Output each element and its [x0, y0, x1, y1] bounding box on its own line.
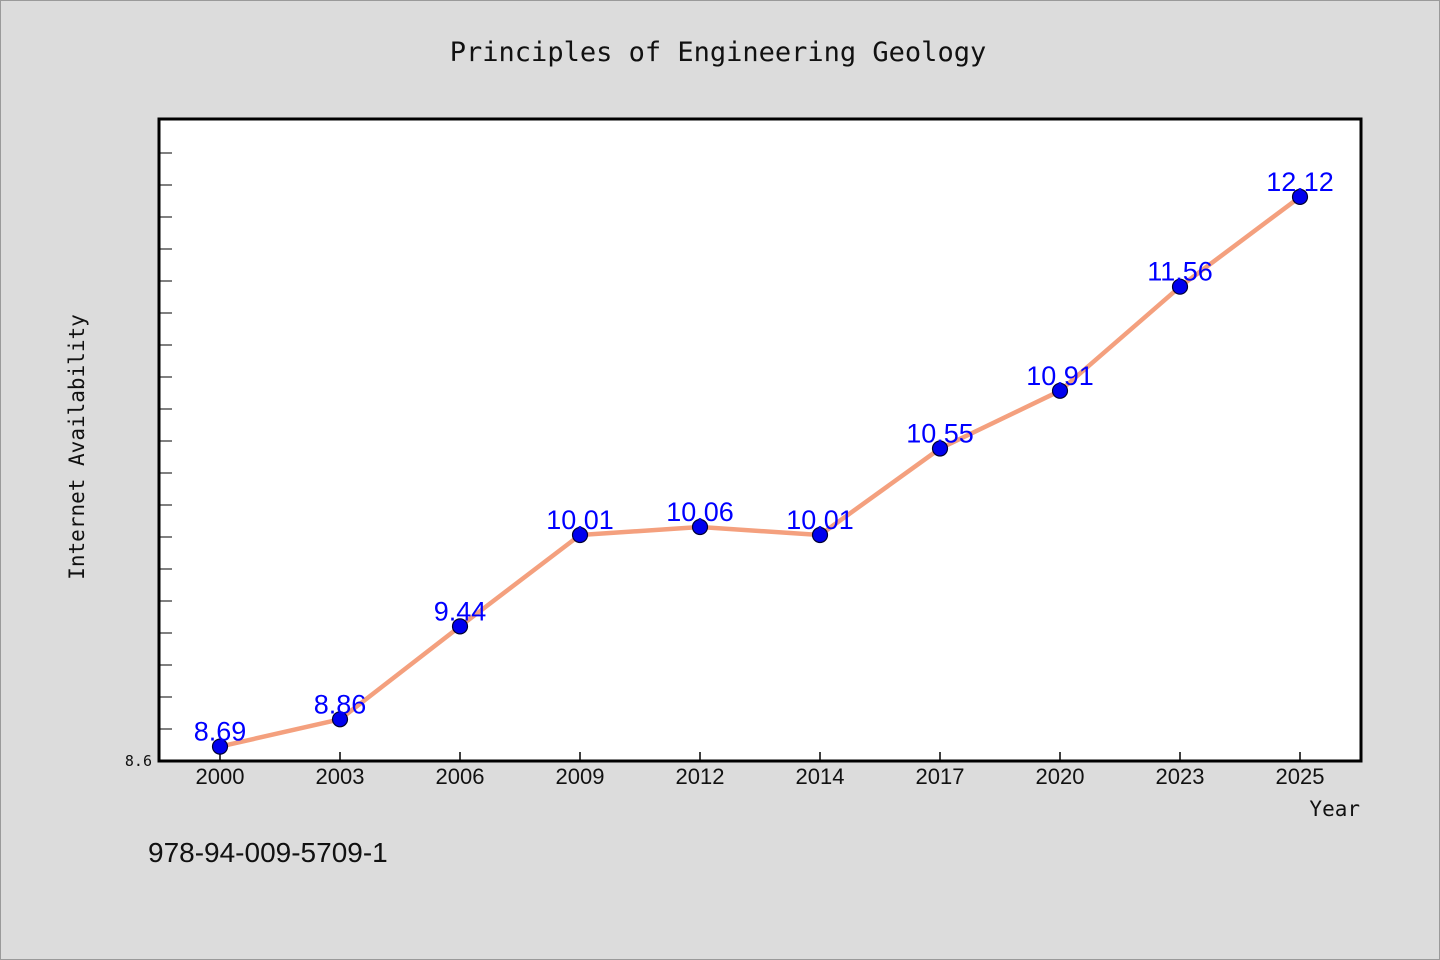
data-label: 12.12: [1266, 167, 1334, 197]
x-tick-label: 2023: [1156, 764, 1205, 789]
x-tick-label: 2012: [676, 764, 725, 789]
x-tick-label: 2020: [1036, 764, 1085, 789]
data-point: [1171, 278, 1189, 295]
x-axis-label: Year: [1309, 797, 1360, 821]
x-axis-ticks: [219, 752, 1301, 761]
x-tick-label: 2009: [556, 764, 605, 789]
data-point: [1051, 382, 1069, 399]
data-labels: 8.69 8.86 9.44 10.01 10.06 10.01 10.55 10.91 11.…: [194, 167, 1334, 747]
x-tick-label: 2014: [796, 764, 845, 789]
series-line-group: [217, 194, 1303, 749]
x-tick-label: 2006: [436, 764, 485, 789]
data-label: 10.55: [906, 419, 974, 449]
plot-area: [157, 117, 1363, 763]
y-axis-label: Internet Availability: [65, 314, 89, 580]
data-label: 9.44: [434, 596, 487, 626]
data-label: 10.06: [666, 497, 734, 527]
data-markers: [211, 188, 1309, 755]
data-point: [691, 518, 709, 536]
data-point: [331, 711, 349, 728]
y-axis-ticks: [159, 152, 172, 730]
data-point: [1291, 188, 1309, 205]
data-label: 8.86: [314, 689, 367, 719]
x-tick-labels: 2000 2003 2006 2009 2012 2014 2017 2020 2023 2025: [196, 764, 1325, 789]
data-point: [571, 526, 589, 544]
x-tick-label: 2003: [316, 764, 365, 789]
data-label: 10.01: [546, 505, 614, 535]
isbn-text: 978-94-009-5709-1: [148, 837, 388, 868]
data-point: [811, 526, 829, 544]
x-tick-label: 2017: [916, 764, 965, 789]
x-tick-label: 2000: [196, 764, 245, 789]
data-label: 8.69: [194, 717, 247, 747]
data-label: 10.01: [786, 505, 854, 535]
data-point: [451, 618, 469, 635]
series-line: [217, 194, 1303, 749]
x-tick-label: 2025: [1276, 764, 1325, 789]
data-point: [211, 738, 229, 755]
y-tick-label: 8.6: [125, 752, 152, 770]
chart-title: Principles of Engineering Geology: [450, 37, 986, 68]
data-label: 11.56: [1147, 257, 1213, 287]
data-label: 10.91: [1026, 361, 1094, 391]
data-point: [931, 440, 949, 457]
